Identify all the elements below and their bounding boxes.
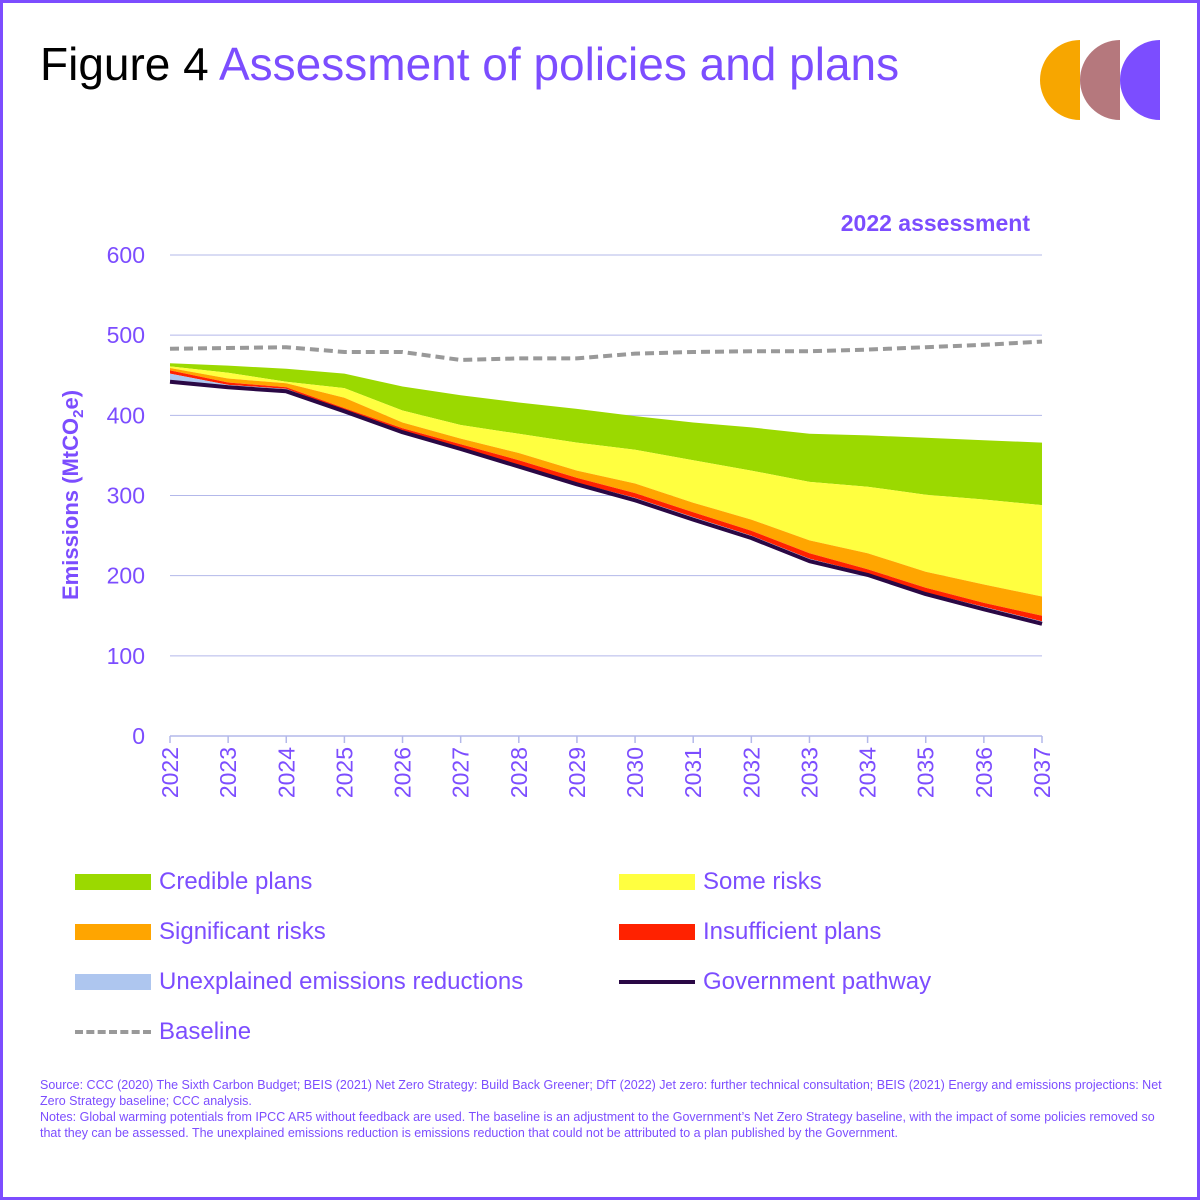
x-tick-label: 2034 [855,747,881,798]
chart-legend: Credible plans Some risks Significant ri… [0,860,1200,1050]
logo-half-circle-orange [1040,40,1080,120]
y-tick-label: 300 [107,483,145,509]
emissions-area-chart: 2022 2023 2024 2025 2026 2027 2028 2029 2030 2031… [58,242,1055,798]
source-notes: Source: CCC (2020) The Sixth Carbon Budg… [40,1077,1165,1141]
legend-item-baseline: Baseline [75,1017,251,1047]
x-tick-label: 2037 [1029,747,1055,798]
legend-label: Baseline [159,1018,252,1045]
legend-item-credible-plans: Credible plans [75,867,312,897]
y-axis-label: Emissions (MtCO2e) [58,390,87,600]
figure-label: Figure 4 [40,38,209,90]
area-significant-risks [170,368,1042,616]
logo-half-circle-mauve [1080,40,1120,120]
government-pathway-line [169,379,1043,626]
legend-item-some-risks: Some risks [619,867,822,897]
x-tick-label: 2022 [157,747,183,798]
legend-label: Insufficient plans [703,918,882,945]
y-tick-label: 500 [107,322,145,348]
legend-label: Unexplained emissions reductions [159,968,524,995]
baseline-line [169,339,1043,363]
legend-label: Significant risks [159,918,326,945]
legend-swatch-government-pathway [619,980,695,984]
legend-swatch-credible-plans [75,874,151,890]
legend-item-insufficient-plans: Insufficient plans [619,917,881,947]
x-tick-label: 2025 [331,747,357,798]
x-tick-label: 2035 [913,747,939,798]
area-credible-plans [170,363,1042,506]
legend-swatch-baseline [75,1030,151,1034]
x-tick-label: 2024 [273,747,299,798]
legend-item-significant-risks: Significant risks [75,917,326,947]
x-tick-label: 2023 [215,747,241,798]
legend-item-government-pathway: Government pathway [619,967,931,997]
brand-logo [1040,40,1160,120]
y-tick-label: 100 [107,643,145,669]
legend-swatch-unexplained-reductions [75,974,151,990]
y-tick-label: 600 [107,242,145,268]
x-tick-label: 2027 [448,747,474,798]
figure-title-text: Assessment of policies and plans [219,38,900,90]
legend-label: Some risks [703,868,822,895]
source-text: Source: CCC (2020) The Sixth Carbon Budg… [40,1078,1162,1108]
x-tick-label: 2031 [680,747,706,798]
x-tick-label: 2036 [971,747,997,798]
figure-title: Figure 4 Assessment of policies and plan… [40,36,940,93]
legend-label: Credible plans [159,868,313,895]
x-tick-label: 2030 [622,747,648,798]
notes-text: Notes: Global warming potentials from IP… [40,1110,1155,1140]
legend-swatch-some-risks [619,874,695,890]
y-tick-label: 200 [107,563,145,589]
y-tick-label: 0 [132,723,145,749]
x-tick-label: 2028 [506,747,532,798]
area-some-risks [170,366,1042,597]
legend-item-unexplained-reductions: Unexplained emissions reductions [75,967,523,997]
area-insufficient-plans [170,370,1042,622]
chart-subtitle: 2022 assessment [840,210,1030,236]
x-tick-label: 2026 [390,747,416,798]
x-tick-label: 2029 [564,747,590,798]
legend-swatch-insufficient-plans [619,924,695,940]
legend-label: Government pathway [703,968,932,995]
legend-swatch-significant-risks [75,924,151,940]
y-tick-label: 400 [107,402,145,428]
x-tick-label: 2033 [797,747,823,798]
x-tick-label: 2032 [738,747,764,798]
logo-half-circle-purple [1120,40,1160,120]
